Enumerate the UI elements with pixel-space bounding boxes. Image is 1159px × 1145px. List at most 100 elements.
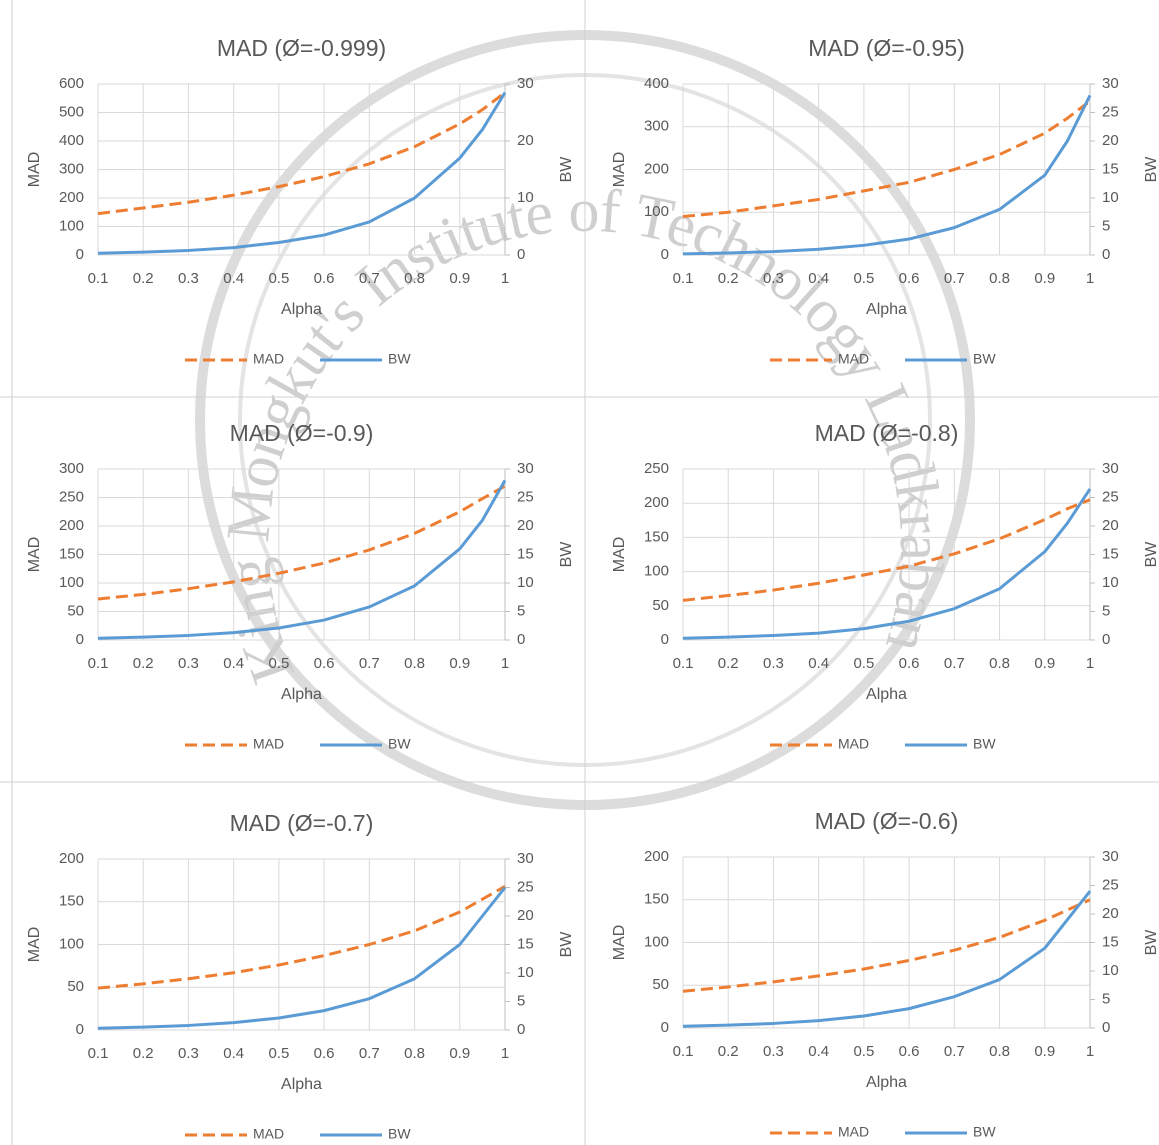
y2-tick-label: 10 (1102, 189, 1119, 206)
x-tick-label: 0.1 (673, 270, 694, 287)
chart: MAD (Ø=-0.8) 0.1 0.2 0.3 0.4 0.5 0.6 0.7 0.8 0.9 1… (611, 420, 1159, 752)
y-tick-label: 50 (652, 597, 669, 614)
y2-tick-label: 30 (517, 460, 534, 477)
x-tick-label: 0.6 (899, 1043, 920, 1060)
x-tick-label: 0.2 (718, 1043, 739, 1060)
x-tick-label: 0.1 (88, 655, 109, 672)
y-tick-label: 400 (644, 75, 669, 92)
legend-label: BW (388, 736, 411, 752)
x-tick-label: 1 (1086, 655, 1094, 672)
y2-tick-label: 10 (1102, 574, 1119, 591)
y-tick-label: 150 (644, 891, 669, 908)
y2-tick-label: 20 (517, 907, 534, 924)
series-line (97, 479, 507, 640)
y-tick-label: 50 (67, 602, 84, 619)
x-tick-label: 0.2 (718, 270, 739, 287)
chart: MAD (Ø=-0.95) 0.1 0.2 0.3 0.4 0.5 0.6 0.7 0.8 0.9… (611, 35, 1159, 367)
x-tick-label: 0.2 (133, 270, 154, 287)
x-tick-label: 0.6 (314, 270, 335, 287)
x-tick-label: 1 (501, 1045, 509, 1062)
x-tick-label: 0.9 (449, 270, 470, 287)
x-tick-label: 0.3 (178, 655, 199, 672)
x-tick-label: 0.8 (989, 270, 1010, 287)
y2-tick-label: 25 (517, 878, 534, 895)
y2-tick-label: 15 (1102, 545, 1119, 562)
legend-label: BW (388, 1126, 411, 1142)
chart-title: MAD (Ø=-0.9) (230, 420, 374, 446)
chart-title: MAD (Ø=-0.999) (217, 35, 386, 61)
y-tick-label: 200 (644, 494, 669, 511)
x-tick-label: 0.8 (989, 1043, 1010, 1060)
x-tick-label: 0.3 (763, 655, 784, 672)
x-tick-label: 0.7 (944, 270, 965, 287)
x-tick-label: 0.3 (763, 270, 784, 287)
x-tick-label: 0.7 (359, 655, 380, 672)
x-tick-label: 0.9 (449, 655, 470, 672)
y2-tick-label: 15 (517, 545, 534, 562)
y-tick-label: 250 (644, 460, 669, 477)
y-axis-label: MAD (26, 927, 43, 963)
y2-tick-label: 20 (1102, 517, 1119, 534)
y2-tick-label: 10 (517, 574, 534, 591)
x-tick-label: 1 (501, 270, 509, 287)
series-line (682, 488, 1092, 640)
x-tick-label: 0.6 (899, 270, 920, 287)
y-tick-label: 400 (59, 132, 84, 149)
y-tick-label: 0 (76, 246, 84, 263)
x-tick-label: 0.8 (404, 270, 425, 287)
y2-tick-label: 15 (517, 935, 534, 952)
x-tick-label: 0.5 (853, 655, 874, 672)
y-tick-label: 150 (644, 528, 669, 545)
y2-tick-label: 5 (517, 602, 525, 619)
x-axis-label: Alpha (866, 686, 907, 703)
x-tick-label: 0.4 (223, 270, 244, 287)
y-tick-label: 300 (59, 160, 84, 177)
chart: MAD (Ø=-0.999) 0.1 0.2 0.3 0.4 0.5 0.6 0.7 0.8 0.… (26, 35, 575, 367)
y2-tick-label: 30 (517, 850, 534, 867)
y2-tick-label: 30 (1102, 848, 1119, 865)
legend-label: MAD (253, 1126, 284, 1142)
y-tick-label: 100 (59, 935, 84, 952)
x-tick-label: 0.2 (718, 655, 739, 672)
series-line (97, 886, 507, 1030)
y-tick-label: 200 (59, 850, 84, 867)
series-line (682, 94, 1092, 256)
y2-tick-label: 0 (517, 1021, 525, 1038)
y-tick-label: 200 (59, 189, 84, 206)
x-tick-label: 0.4 (223, 655, 244, 672)
y2-tick-label: 0 (1102, 1019, 1110, 1036)
y-tick-label: 150 (59, 545, 84, 562)
y-tick-label: 200 (644, 160, 669, 177)
y2-tick-label: 5 (1102, 602, 1110, 619)
y-axis-label: MAD (26, 152, 43, 188)
chart: MAD (Ø=-0.9) 0.1 0.2 0.3 0.4 0.5 0.6 0.7 0.8 0.9 1… (26, 420, 575, 752)
y2-tick-label: 10 (1102, 962, 1119, 979)
x-tick-label: 0.2 (133, 1045, 154, 1062)
y-axis-label: MAD (611, 925, 628, 961)
x-tick-label: 0.5 (853, 1043, 874, 1060)
x-tick-label: 0.3 (178, 1045, 199, 1062)
x-tick-label: 0.9 (1034, 655, 1055, 672)
series-line (682, 99, 1091, 219)
y-tick-label: 200 (644, 848, 669, 865)
legend-label: BW (388, 351, 411, 367)
x-tick-label: 0.6 (899, 655, 920, 672)
legend-label: MAD (253, 736, 284, 752)
y2-tick-label: 25 (1102, 876, 1119, 893)
y2-tick-label: 20 (517, 132, 534, 149)
chart: MAD (Ø=-0.7) 0.1 0.2 0.3 0.4 0.5 0.6 0.7 0.8 0.9 1… (26, 810, 575, 1142)
x-axis-label: Alpha (281, 1076, 322, 1093)
y-tick-label: 200 (59, 517, 84, 534)
y2-tick-label: 15 (1102, 933, 1119, 950)
y2-tick-label: 30 (1102, 460, 1119, 477)
y-tick-label: 0 (76, 1021, 84, 1038)
y2-tick-label: 0 (517, 631, 525, 648)
x-tick-label: 0.5 (853, 270, 874, 287)
y-axis-label: MAD (611, 537, 628, 573)
x-tick-label: 1 (501, 655, 509, 672)
x-tick-label: 0.4 (808, 270, 829, 287)
x-axis-label: Alpha (866, 1074, 907, 1091)
y2-tick-label: 0 (517, 246, 525, 263)
y-tick-label: 500 (59, 103, 84, 120)
x-tick-label: 0.8 (404, 1045, 425, 1062)
